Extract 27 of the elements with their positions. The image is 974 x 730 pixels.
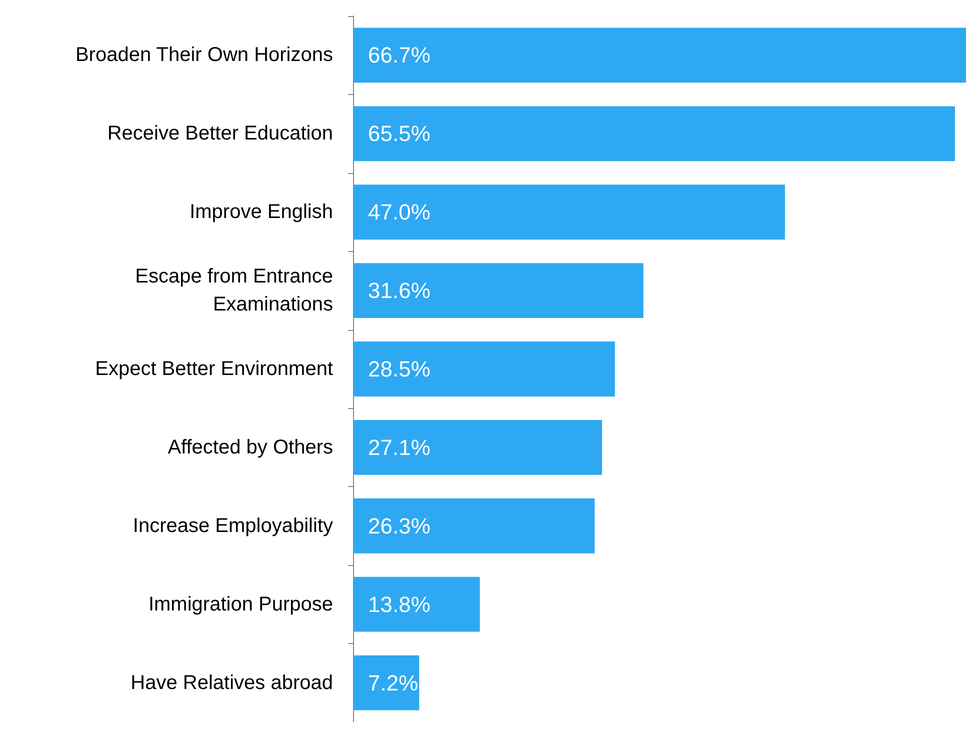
y-tick-label: Immigration Purpose xyxy=(148,593,333,616)
data-label: 7.2% xyxy=(368,670,418,696)
bar xyxy=(353,28,966,83)
y-tick-label: Have Relatives abroad xyxy=(130,672,333,694)
data-label: 13.8% xyxy=(368,592,430,617)
y-tick-label: Increase Employability xyxy=(132,514,333,537)
bar xyxy=(353,498,595,554)
data-label: 65.5% xyxy=(368,121,430,146)
bar xyxy=(353,106,955,162)
bar xyxy=(353,576,480,632)
y-tick-label: Broaden Their Own Horizons xyxy=(75,44,333,66)
data-label: 66.7% xyxy=(368,42,430,68)
y-tick-label: Escape from Entrance Examinations xyxy=(135,266,333,316)
y-tick-label: Affected by Others xyxy=(168,436,333,458)
data-label: 26.3% xyxy=(368,513,430,538)
y-tick-label: Expect Better Environment xyxy=(95,358,334,380)
bar xyxy=(353,655,420,710)
y-tick-label: Improve English xyxy=(190,201,333,224)
data-label: 47.0% xyxy=(368,200,430,225)
data-label: 28.5% xyxy=(368,356,430,382)
bar xyxy=(353,420,602,475)
bar xyxy=(353,184,785,240)
bar xyxy=(353,263,644,318)
bar xyxy=(353,342,615,396)
data-label: 27.1% xyxy=(368,434,430,460)
y-tick-label: Receive Better Education xyxy=(107,122,333,145)
data-label: 31.6% xyxy=(368,278,430,304)
